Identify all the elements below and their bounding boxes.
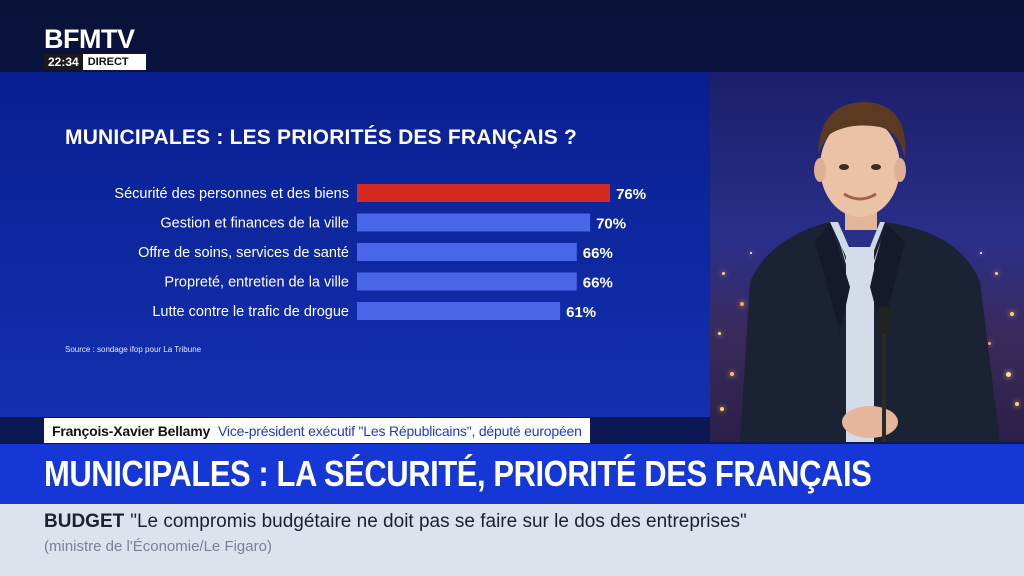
- category-label: Lutte contre le trafic de drogue: [152, 304, 349, 320]
- headline-bar: [0, 444, 1024, 504]
- bar: [357, 184, 611, 202]
- city-light: [730, 372, 734, 376]
- category-label: Sécurité des personnes et des biens: [114, 186, 349, 202]
- guest-figure: [740, 102, 1000, 442]
- bar-chart: Sécurité des personnes et des biens 76% Ge…: [114, 184, 646, 321]
- city-light: [720, 407, 724, 411]
- value-label: 66%: [583, 245, 613, 262]
- bar: [357, 243, 577, 261]
- microphone-icon: [878, 306, 890, 336]
- guest-name: François-Xavier Bellamy: [52, 422, 211, 439]
- ticker-text: "Le compromis budgétaire ne doit pas se …: [130, 511, 747, 532]
- city-light: [740, 302, 744, 306]
- microphone-stand: [882, 334, 886, 442]
- city-light: [1015, 402, 1019, 406]
- city-light: [750, 252, 752, 254]
- channel-logo: BFMTV 22:34 DIRECT: [44, 26, 146, 70]
- live-label: DIRECT: [87, 56, 129, 68]
- chart-source: Source : sondage ifop pour La Tribune: [65, 345, 202, 354]
- bar: [357, 213, 591, 232]
- bar: [357, 302, 561, 320]
- city-light: [722, 272, 725, 275]
- chart-panel: MUNICIPALES : LES PRIORITÉS DES FRANÇAIS…: [0, 72, 710, 417]
- city-light: [718, 332, 721, 335]
- ticker-tag: BUDGET: [44, 511, 125, 532]
- city-light: [1006, 372, 1011, 377]
- value-label: 70%: [596, 216, 626, 233]
- bar: [357, 272, 577, 291]
- news-ticker: BUDGET "Le compromis budgétaire ne doit p…: [44, 510, 764, 559]
- value-label: 76%: [616, 186, 646, 203]
- guest-name-strap: François-Xavier Bellamy Vice-président e…: [44, 418, 590, 443]
- chart-title: MUNICIPALES : LES PRIORITÉS DES FRANÇAIS…: [65, 126, 578, 149]
- category-label: Gestion et finances de la ville: [160, 216, 349, 232]
- guest-role: Vice-président exécutif "Les Républicain…: [218, 422, 582, 439]
- value-label: 66%: [583, 275, 613, 292]
- category-label: Propreté, entretien de la ville: [164, 275, 349, 291]
- ticker-bar: [0, 504, 1024, 576]
- ticker-attribution: (ministre de l'Économie/Le Figaro): [44, 538, 272, 555]
- clock-badge: 22:34 DIRECT: [44, 54, 146, 70]
- headline: MUNICIPALES : LA SÉCURITÉ, PRIORITÉ DES …: [44, 453, 872, 494]
- city-light: [988, 342, 991, 345]
- clock-time: 22:34: [44, 54, 83, 70]
- logo-text: BFMTV: [44, 24, 135, 54]
- category-label: Offre de soins, services de santé: [138, 245, 349, 261]
- city-light: [1010, 312, 1014, 316]
- value-label: 61%: [566, 304, 596, 321]
- guest-video: [710, 72, 1024, 442]
- city-light: [995, 272, 998, 275]
- city-light: [980, 252, 982, 254]
